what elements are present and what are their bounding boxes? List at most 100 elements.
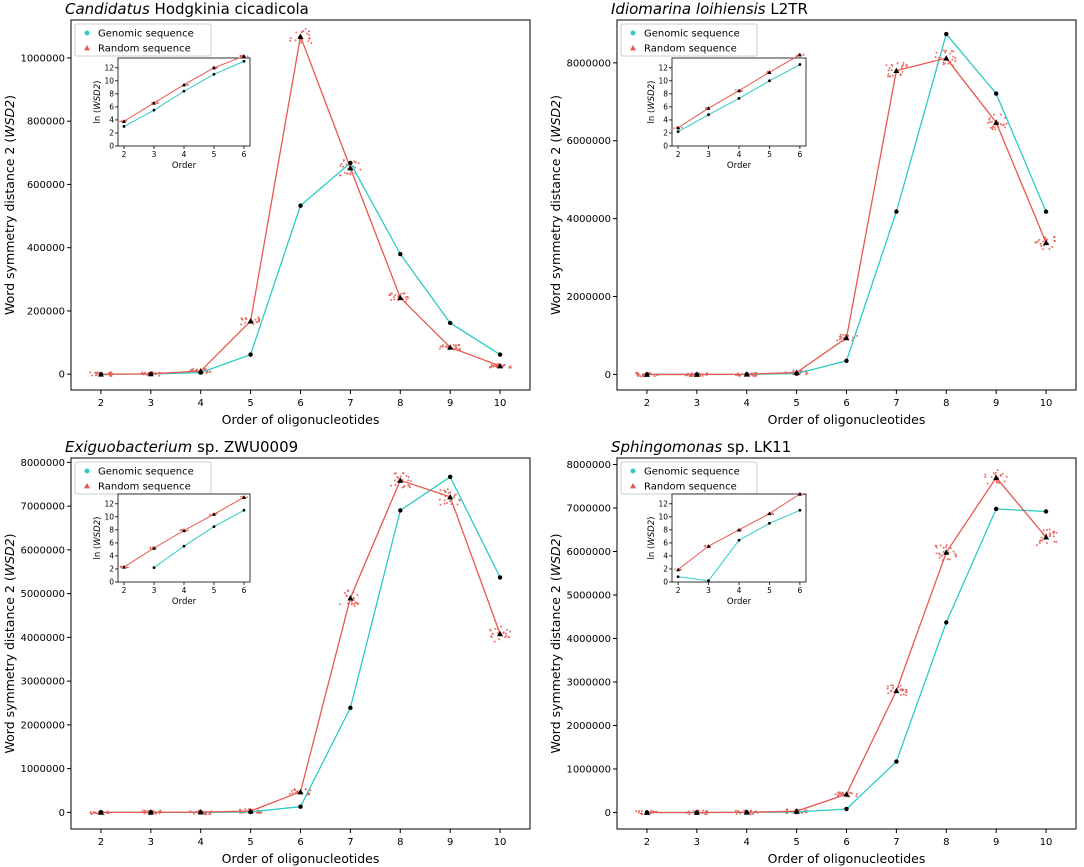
- random-replicate-point: [394, 472, 397, 475]
- genomic-point: [894, 209, 899, 214]
- inset-y-axis-label-part: ): [647, 517, 657, 520]
- y-tick-label: 6000000: [20, 545, 65, 556]
- random-replicate-point: [89, 812, 92, 815]
- random-point: [893, 687, 900, 694]
- genomic-series-line: [100, 161, 501, 375]
- random-replicate-point: [438, 498, 441, 501]
- random-replicate-point: [452, 343, 455, 346]
- x-tick-label: 10: [1040, 398, 1053, 409]
- random-replicate-point: [439, 345, 442, 348]
- inset-random-replicate-point: [149, 546, 152, 549]
- random-replicate-point: [1053, 240, 1056, 243]
- inset-y-tick-label: 4: [663, 552, 668, 561]
- random-replicate-point: [805, 371, 808, 374]
- random-replicate-point: [942, 61, 945, 64]
- random-replicate-point: [508, 366, 511, 369]
- random-replicate-point: [192, 812, 195, 815]
- random-replicate-point: [905, 689, 908, 692]
- y-axis-label-part: ): [548, 534, 563, 539]
- x-tick-label: 2: [98, 398, 104, 409]
- random-replicate-point: [389, 484, 392, 487]
- y-axis-label-part: Word symmetry distance 2 (: [548, 138, 563, 315]
- random-replicate-point: [752, 813, 755, 816]
- inset-random-point: [122, 119, 126, 123]
- legend-random-marker: [84, 483, 90, 489]
- random-replicate-point: [848, 791, 851, 794]
- genomic-point: [248, 352, 253, 357]
- random-replicate-point: [1040, 536, 1043, 539]
- random-replicate-point: [889, 690, 892, 693]
- x-axis-label: Order of oligonucleotides: [222, 412, 380, 427]
- random-replicate-point: [890, 63, 893, 66]
- inset-y-tick-label: 10: [658, 76, 668, 85]
- inset-genomic-point: [707, 579, 710, 583]
- inset-y-tick-label: 0: [663, 142, 668, 151]
- legend-random-label: Random sequence: [98, 44, 191, 55]
- random-replicate-point: [1040, 245, 1043, 248]
- inset-random-replicate-point: [802, 493, 805, 496]
- random-replicate-point: [347, 589, 350, 592]
- random-replicate-point: [1052, 530, 1055, 533]
- inset-random-replicate-point: [766, 72, 768, 74]
- inset-y-tick-label: 2: [663, 129, 668, 138]
- y-tick-label: 7000000: [566, 504, 611, 515]
- inset-y-tick-label: 10: [104, 76, 114, 85]
- random-replicate-point: [389, 293, 392, 296]
- random-replicate-point: [749, 809, 752, 812]
- y-tick-label: 1000000: [20, 53, 65, 64]
- random-replicate-point: [443, 489, 446, 492]
- inset-random-point: [767, 511, 772, 516]
- random-replicate-point: [952, 50, 955, 53]
- inset-y-axis-label-part: ): [93, 81, 103, 84]
- inset-random-replicate-point: [246, 496, 249, 498]
- inset-random-replicate-point: [795, 493, 798, 495]
- inset-genomic-point: [676, 130, 680, 134]
- chart-title-rest: sp. LK11: [722, 438, 791, 456]
- random-replicate-point: [397, 476, 400, 479]
- random-replicate-point: [986, 122, 989, 125]
- random-replicate-point: [786, 808, 789, 811]
- inset-y-tick-label: 6: [663, 538, 668, 547]
- random-replicate-point: [902, 61, 905, 64]
- random-replicate-point: [1048, 247, 1051, 250]
- random-replicate-point: [805, 809, 808, 812]
- inset-y-axis-label-part: WSD2: [93, 84, 103, 110]
- random-replicate-point: [934, 56, 937, 59]
- random-replicate-point: [509, 366, 512, 369]
- y-tick-label: 7000000: [20, 502, 65, 513]
- y-axis-label: Word symmetry distance 2 (WSD2): [2, 534, 17, 754]
- inset-y-axis-label: ln (WSD2): [647, 81, 657, 124]
- x-tick-label: 7: [893, 398, 899, 409]
- random-replicate-point: [935, 546, 938, 549]
- random-replicate-point: [446, 488, 449, 491]
- x-tick-label: 3: [694, 837, 700, 848]
- random-replicate-point: [1052, 535, 1055, 538]
- random-replicate-point: [342, 159, 345, 162]
- random-replicate-point: [502, 631, 505, 634]
- random-replicate-point: [494, 365, 497, 368]
- x-axis-label: Order of oligonucleotides: [768, 412, 926, 427]
- inset-random-replicate-point: [241, 55, 243, 57]
- random-replicate-point: [300, 41, 303, 44]
- y-axis-label-part: WSD2: [548, 100, 563, 138]
- y-tick-label: 400000: [27, 243, 65, 254]
- random-replicate-point: [754, 374, 757, 377]
- random-replicate-point: [442, 344, 445, 347]
- inset-x-tick-label: 3: [706, 150, 711, 159]
- random-replicate-point: [993, 126, 996, 129]
- y-tick-label: 0: [605, 370, 611, 381]
- legend-genomic-label: Genomic sequence: [644, 467, 740, 478]
- random-replicate-point: [397, 299, 400, 302]
- inset-y-tick-label: 6: [109, 102, 114, 111]
- y-tick-label: 5000000: [20, 589, 65, 600]
- random-replicate-point: [892, 684, 895, 687]
- inset-random-point: [767, 70, 772, 74]
- random-point: [893, 67, 900, 74]
- inset-y-axis-label-part: ): [93, 517, 103, 520]
- random-point: [97, 371, 104, 377]
- random-replicate-point: [353, 602, 356, 605]
- random-replicate-point: [401, 486, 404, 489]
- x-tick-label: 10: [494, 837, 507, 848]
- genomic-point: [298, 203, 303, 208]
